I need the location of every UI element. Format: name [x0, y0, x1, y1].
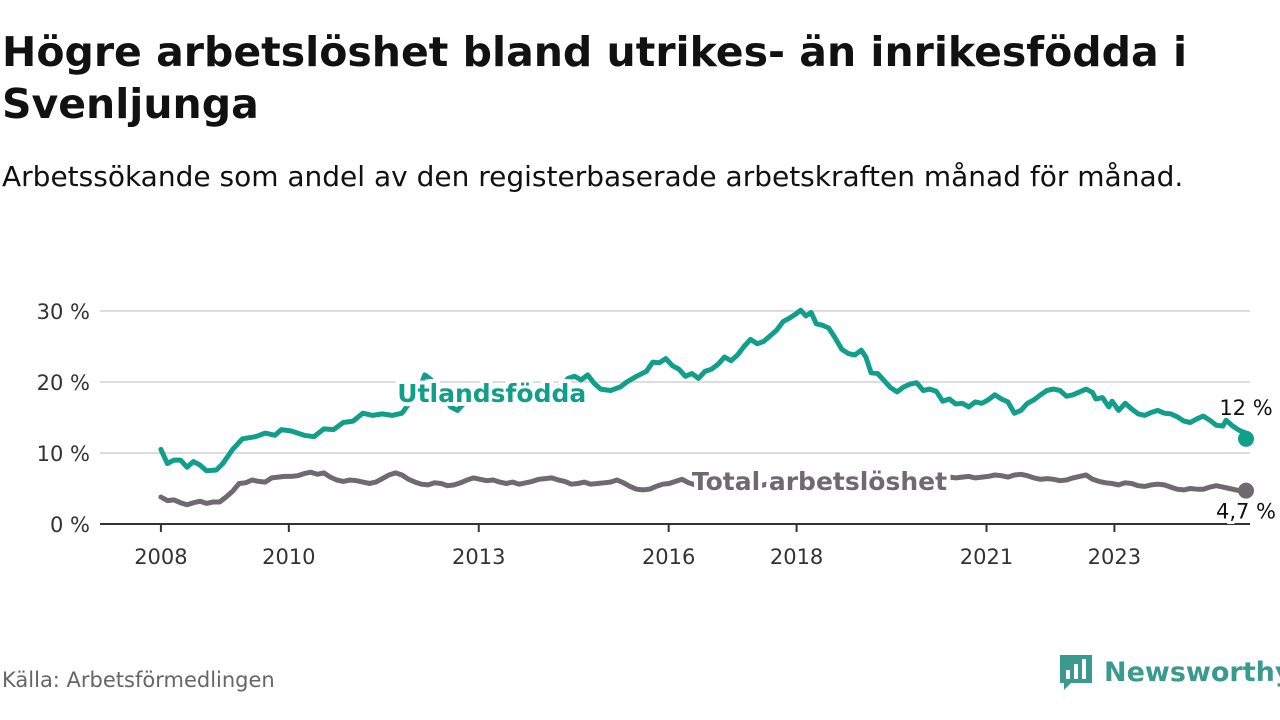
y-axis-tick-labels: 0 % 10 % 20 % 30 % — [37, 300, 90, 537]
series-lines — [158, 307, 1254, 508]
series-label-total: Total arbetslöshet — [692, 467, 947, 496]
series-label-foreign-born: Utlandsfödda — [397, 379, 586, 408]
grid-lines — [100, 310, 1250, 454]
newsworthy-logo-icon — [1060, 655, 1092, 690]
chart-title: Högre arbetslöshet bland utrikes- än inr… — [2, 28, 1187, 128]
line-chart: 0 % 10 % 20 % 30 % 2008 2010 2013 2016 2018 2021… — [36, 300, 1279, 569]
series-end-marker-total — [1238, 482, 1254, 499]
series-labels: Utlandsfödda 12 % Total arbetslöshet 4,7 % — [393, 375, 1279, 527]
x-tick-label: 2016 — [642, 545, 695, 569]
newsworthy-brand[interactable]: Newsworthy — [1058, 652, 1280, 692]
y-tick-label: 20 % — [37, 371, 90, 395]
y-tick-label: 30 % — [37, 300, 90, 324]
brand-name: Newsworthy — [1104, 656, 1280, 688]
series-end-marker-foreign-born — [1238, 430, 1254, 447]
y-tick-label: 0 % — [50, 513, 90, 537]
x-axis: 2008 2010 2013 2016 2018 2021 2023 — [100, 523, 1250, 569]
source-note: Källa: Arbetsförmedlingen — [2, 668, 275, 692]
x-tick-label: 2018 — [770, 545, 823, 569]
series-end-value-total: 4,7 % — [1216, 500, 1276, 524]
series-end-value-foreign-born: 12 % — [1219, 396, 1272, 420]
x-tick-label: 2023 — [1088, 545, 1141, 569]
series-line-foreign-born — [158, 307, 1249, 474]
y-tick-label: 10 % — [37, 442, 90, 466]
x-tick-label: 2010 — [262, 545, 315, 569]
x-tick-label: 2008 — [134, 545, 187, 569]
x-tick-label: 2021 — [960, 545, 1013, 569]
series-line-total — [158, 469, 1249, 508]
chart-subtitle: Arbetssökande som andel av den registerb… — [2, 160, 1184, 193]
x-tick-label: 2013 — [452, 545, 505, 569]
